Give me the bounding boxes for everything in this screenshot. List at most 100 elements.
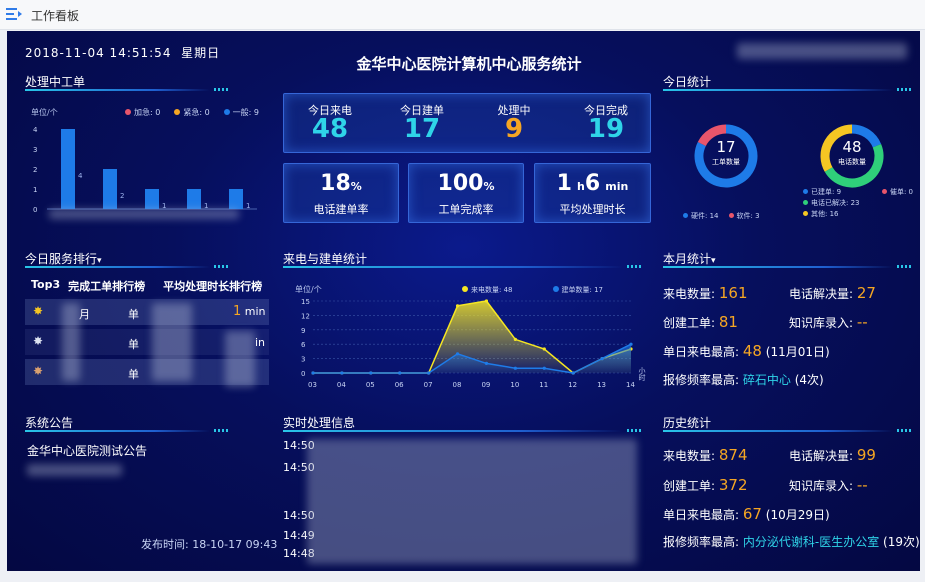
donut-slice [820, 124, 853, 172]
ranking-names-blurred [62, 303, 80, 381]
board-menu-icon[interactable] [5, 6, 23, 22]
kpi-label-2: 处理中 [497, 104, 531, 117]
bar [187, 189, 201, 209]
area-point [600, 357, 604, 361]
kpi-label-3: 今日完成 [584, 104, 628, 117]
donut2-legend: 已建单: 9 催单: 0 电话已解决: 23 其他: 16 [803, 187, 913, 220]
month-stats-title[interactable]: 本月统计▾ [663, 252, 716, 266]
history-calls: 来电数量: 874 [663, 446, 748, 464]
today-stats-title: 今日统计 [663, 75, 712, 89]
area-xtick-label: 09 [481, 381, 490, 389]
user-info-blurred [737, 43, 907, 59]
rate-complete-label: 工单完成率 [438, 203, 494, 216]
area-point [513, 366, 517, 370]
bar-value-label: 1 [162, 202, 166, 210]
bar-value-label: 1 [204, 202, 208, 210]
app-title: 工作看板 [31, 9, 80, 23]
area-point [484, 299, 489, 303]
today-stats-line [663, 88, 913, 91]
area-ytick-label: 15 [301, 298, 310, 306]
month-calls: 来电数量: 161 [663, 284, 748, 302]
processing-title: 处理中工单 [25, 75, 86, 89]
kpi-value-3: 19 [587, 114, 625, 144]
area-point [484, 361, 489, 365]
legend-critical: 紧急: 0 [174, 107, 210, 118]
area-xtick-label: 06 [395, 381, 404, 389]
rank1-name: 月 [79, 308, 90, 321]
bar-ytick-label: 1 [33, 186, 37, 194]
area-ytick-label: 6 [301, 341, 306, 349]
area-point [513, 337, 517, 341]
area-series-line-1 [313, 343, 632, 374]
donut-slice [694, 124, 758, 188]
dashboard-screen: 2018-11-04 14:51:54 星期日 金华中心医院计算机中心服务统计 … [7, 31, 920, 571]
area-point [427, 371, 431, 375]
bar [61, 129, 75, 209]
legend-tickets: 建单数量: 17 [552, 285, 603, 295]
kpi-value-1: 17 [403, 114, 441, 144]
area-point [455, 304, 460, 308]
area-point [455, 352, 460, 356]
bar-ytick-label: 4 [33, 126, 38, 134]
bar-value-label: 2 [120, 192, 124, 200]
area-point [398, 371, 402, 375]
rate-box-2 [408, 163, 524, 223]
rate-phone-label: 电话建单率 [313, 203, 369, 216]
rank2-dept: 单 [128, 338, 139, 351]
rate-box-1 [283, 163, 399, 223]
notice-body-blurred [27, 464, 122, 476]
page-title: 金华中心医院计算机中心服务统计 [356, 55, 582, 73]
donut-slice [824, 143, 884, 188]
area-xtick-label: 11 [539, 381, 548, 389]
donut2-label: 电话数量 [838, 158, 866, 166]
ranking-depts-blurred [152, 303, 192, 381]
chevron-down-icon: ▾ [711, 256, 716, 266]
bar [103, 169, 117, 209]
kpi-value-0: 48 [311, 114, 349, 144]
legend-calls: 来电数量: 48 [462, 285, 513, 295]
realtime-time-4: 14:49 [283, 529, 315, 542]
ranking-row-3 [25, 359, 269, 385]
kpi-label-1: 今日建单 [400, 104, 444, 117]
medal-bronze-icon: ✸ [33, 364, 44, 378]
calls-chart-title: 来电与建单统计 [283, 252, 368, 266]
month-peak: 单日来电最高: 48 (11月01日) [663, 342, 830, 360]
rate-time-value: 1 h6 min [556, 171, 629, 196]
area-xtick-label: 04 [337, 381, 346, 389]
history-solved: 电话解决量: 99 [789, 446, 876, 464]
area-point [340, 371, 344, 375]
notice-item[interactable]: 金华中心医院测试公告 [27, 444, 148, 458]
area-xtick-label: 14 [626, 381, 635, 389]
area-xtick-label: 07 [424, 381, 433, 389]
donut2-value: 48 [842, 138, 862, 156]
legend-normal: 一般: 9 [223, 107, 259, 118]
realtime-messages-blurred [307, 439, 637, 564]
bar-value-label: 4 [78, 172, 83, 180]
month-kb: 知识库录入: -- [789, 313, 868, 331]
realtime-time-2: 14:50 [283, 461, 315, 474]
notice-title: 系统公告 [25, 416, 74, 430]
bar-ytick-label: 2 [33, 166, 37, 174]
area-xtick-label: 05 [366, 381, 375, 389]
app-titlebar: 工作看板 [0, 0, 925, 30]
medal-silver-icon: ✸ [33, 334, 44, 348]
calls-chart-xunit: 小时 [638, 367, 646, 381]
donut-slice [851, 124, 882, 148]
area-xtick-label: 13 [597, 381, 606, 389]
area-ytick-label: 0 [301, 370, 305, 378]
area-point [311, 371, 315, 375]
rate-box-3 [534, 163, 651, 223]
phone-donut-chart [820, 124, 884, 188]
area-ytick-label: 9 [301, 327, 305, 335]
ranking-title[interactable]: 今日服务排行▾ [25, 252, 102, 266]
rank3-dept: 单 [128, 368, 139, 381]
area-xtick-label: 10 [510, 381, 519, 389]
rate-complete-value: 100% [437, 171, 495, 196]
calls-chart-unit: 单位/个 [295, 285, 322, 294]
legend-urgent: 加急: 0 [125, 107, 160, 118]
bar-xlabels-blurred [49, 209, 239, 219]
processing-legend: 加急: 0 紧急: 0 一般: 9 [125, 107, 259, 118]
donut1-value: 17 [716, 138, 736, 156]
ranking-row-2 [25, 329, 269, 355]
header-datetime: 2018-11-04 14:51:54 星期日 [25, 46, 221, 60]
